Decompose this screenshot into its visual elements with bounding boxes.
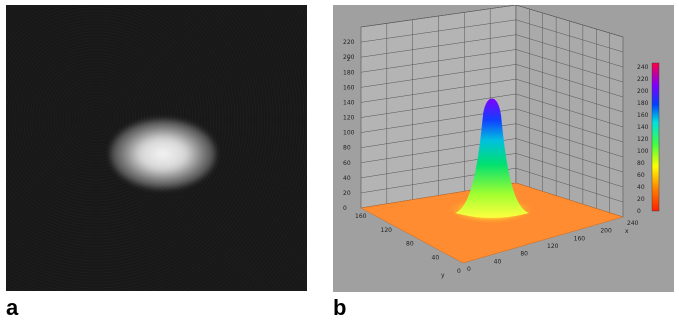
x-tick-label: 160 [574,235,586,242]
panel-label-a: a [6,295,19,320]
y-tick-label: 40 [432,254,440,261]
colorbar-tick-label: 0 [637,208,641,215]
camera-image-panel [6,5,307,291]
x-tick-label: 240 [627,220,639,227]
colorbar-ticks: 0 20 40 60 80 100 120 140 160 180 200 220 240 [637,64,649,215]
z-tick-label: 140 [343,99,355,106]
surface-plot-panel: 0 20 40 60 80 100 120 140 160 180 200 220 240 0 20 40 6… [333,5,674,292]
z-tick-label: 120 [343,115,355,122]
z-tick-label: 80 [343,145,351,152]
colorbar-tick-label: 160 [637,112,649,119]
x-tick-label: 40 [494,258,502,265]
colorbar-tick-label: 40 [637,184,645,191]
colorbar-tick-label: 20 [637,196,645,203]
z-tick-label: 40 [343,175,351,182]
z-tick-label: 200 [343,54,355,61]
z-tick-label: 220 [343,39,355,46]
z-tick-label: 60 [343,160,351,167]
colorbar-tick-label: 100 [637,148,649,155]
colorbar [651,62,660,212]
x-tick-label: 120 [547,243,559,250]
z-axis-ticks: 0 20 40 60 80 100 120 140 160 180 200 220 [343,39,355,212]
y-axis-ticks: 0 40 80 120 160 [355,213,461,275]
z-tick-label: 160 [343,84,355,91]
y-tick-label: 0 [457,268,461,275]
colorbar-tick-label: 200 [637,88,649,95]
z-tick-label: 180 [343,69,355,76]
colorbar-tick-label: 80 [637,160,645,167]
x-axis-label: x [625,228,629,235]
light-spot [110,119,216,189]
z-tick-label: 20 [343,190,351,197]
y-tick-label: 160 [355,213,367,220]
y-axis-label: y [441,272,445,279]
z-tick-label: 0 [343,205,347,212]
colorbar-tick-label: 180 [637,100,649,107]
colorbar-tick-label: 220 [637,76,649,83]
colorbar-tick-label: 140 [637,124,649,131]
z-tick-label: 100 [343,130,355,137]
x-tick-label: 80 [520,251,528,258]
z-axis-label: z [347,56,350,63]
colorbar-tick-label: 120 [637,136,649,143]
x-tick-label: 0 [467,266,471,273]
y-tick-label: 120 [381,227,393,234]
panel-label-b: b [333,295,347,320]
x-tick-label: 200 [600,228,612,235]
colorbar-tick-label: 240 [637,64,649,71]
gaussian-peak [455,98,529,218]
colorbar-tick-label: 60 [637,172,645,179]
y-tick-label: 80 [406,241,414,248]
x-axis-ticks: 0 40 80 120 160 200 240 [467,220,639,273]
